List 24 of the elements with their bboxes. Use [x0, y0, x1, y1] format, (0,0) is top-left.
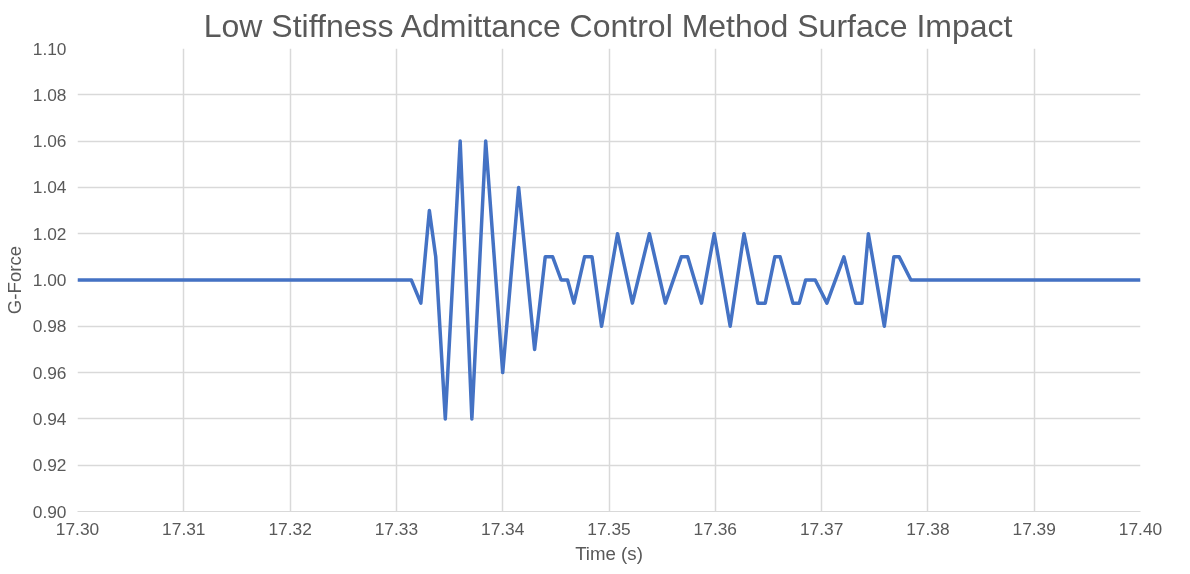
y-tick-label: 1.06	[32, 131, 67, 152]
x-tick-label: 17.39	[1012, 518, 1056, 539]
x-tick-label: 17.34	[481, 518, 525, 539]
x-tick-label: 17.38	[906, 518, 950, 539]
y-tick-label: 1.00	[32, 270, 67, 290]
x-tick-label: 17.37	[799, 518, 844, 539]
y-tick-label: 1.08	[32, 84, 67, 105]
y-tick-label: 0.92	[32, 455, 67, 476]
y-tick-label: 1.02	[32, 223, 67, 244]
y-tick-label: 1.10	[32, 38, 67, 59]
x-tick-label: 17.31	[162, 518, 206, 539]
line-series	[77, 139, 1141, 421]
x-axis-title: Time (s)	[575, 542, 643, 564]
chart-title: Low Stiffness Admittance Control Method Surface Impact	[203, 7, 1013, 44]
y-tick-label: 1.04	[32, 177, 67, 198]
y-tick-label: 0.98	[32, 316, 67, 337]
x-tick-label: 17.33	[374, 518, 419, 539]
x-tick-label: 17.40	[1118, 518, 1163, 539]
x-tick-label: 17.35	[587, 518, 631, 539]
y-axis-title: G-Force	[3, 245, 25, 315]
y-tick-label: 0.96	[32, 362, 67, 383]
x-tick-label: 17.36	[693, 518, 737, 539]
y-tick-label: 0.94	[32, 408, 67, 429]
x-tick-label: 17.32	[268, 518, 312, 539]
